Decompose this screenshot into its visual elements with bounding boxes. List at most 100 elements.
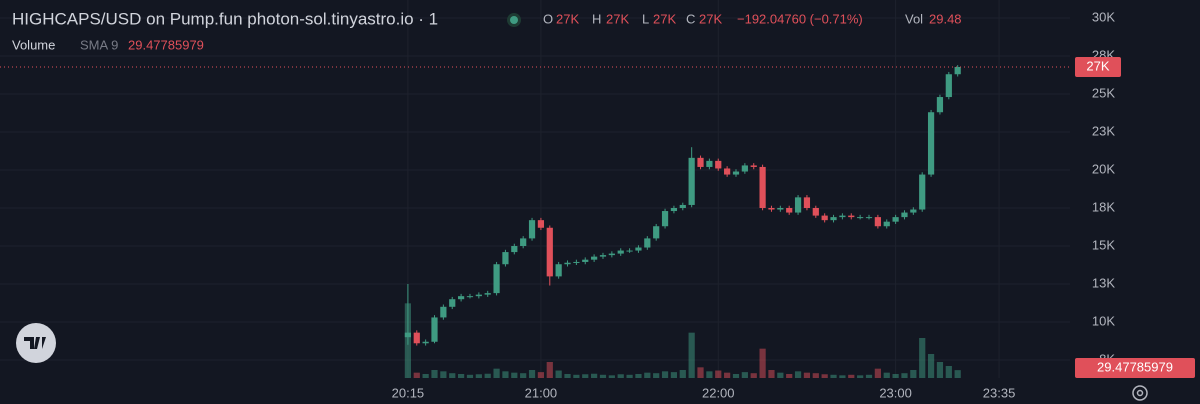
volume-bar: [688, 332, 695, 378]
logo-mark[interactable]: [24, 337, 46, 349]
ohlc-value: 27K: [556, 11, 579, 26]
sma-label: SMA 9: [80, 37, 118, 52]
volume-bar: [821, 374, 828, 378]
candle-body: [528, 220, 536, 239]
volume-bar: [679, 370, 686, 378]
candle-body: [715, 160, 722, 169]
candle-body: [502, 252, 509, 265]
vol-label: Vol: [905, 11, 923, 26]
sma-value: 29.47785979: [128, 37, 204, 52]
ohlc-value: 27K: [653, 11, 676, 26]
candle-body: [741, 165, 748, 172]
x-tick-label: 23:35: [983, 385, 1016, 400]
gear-center[interactable]: [1136, 389, 1144, 397]
candle-body: [466, 296, 474, 298]
candle-body: [786, 207, 793, 213]
candle-body: [857, 217, 864, 219]
candle-body: [697, 157, 704, 167]
candle-body: [688, 157, 695, 205]
volume-bar: [431, 370, 438, 378]
ohlc-label: L: [642, 11, 649, 26]
candles: [404, 65, 961, 346]
candle-body: [901, 212, 908, 218]
volume-pane: [404, 303, 961, 378]
volume-bar: [857, 375, 864, 378]
candle-body: [431, 317, 438, 342]
vol-value: 29.48: [929, 11, 962, 26]
volume-bar: [777, 372, 784, 378]
y-tick-label: 15K: [1092, 237, 1115, 252]
candle-body: [821, 215, 828, 221]
candle-body: [564, 262, 571, 265]
volume-bar: [661, 371, 669, 378]
x-tick-label: 21:00: [525, 385, 558, 400]
y-tick-label: 30K: [1092, 9, 1115, 24]
volume-bar: [608, 375, 615, 378]
volume-bar: [555, 370, 562, 378]
volume-bar: [475, 374, 482, 378]
candle-body: [848, 215, 855, 218]
volume-bar: [874, 368, 881, 378]
candle-body: [732, 171, 740, 175]
volume-bar: [493, 368, 500, 378]
volume-bar: [520, 373, 527, 378]
candle-body: [794, 197, 802, 213]
volume-bar: [458, 374, 465, 378]
y-tick-label: 23K: [1092, 123, 1115, 138]
candle-body: [724, 168, 731, 175]
candle-body: [582, 259, 589, 262]
volume-bar: [697, 367, 704, 378]
candle-body: [653, 226, 660, 239]
candle-body: [608, 253, 615, 256]
candle-body: [661, 211, 669, 227]
volume-bar: [511, 372, 518, 378]
candle-body: [626, 250, 633, 252]
candle-body: [591, 256, 598, 260]
volume-bar: [573, 374, 580, 378]
volume-label[interactable]: Volume: [12, 37, 55, 52]
volume-bar: [582, 374, 589, 378]
candle-body: [954, 67, 961, 75]
price-change: −192.04760 (−0.71%): [737, 11, 863, 26]
volume-bar: [936, 362, 944, 378]
ohlc-value: 27K: [699, 11, 722, 26]
volume-bar: [670, 372, 678, 378]
y-tick-label: 10K: [1092, 313, 1115, 328]
volume-bar: [449, 373, 456, 378]
candle-body: [413, 332, 420, 344]
ohlc-label: O: [543, 11, 553, 26]
candle-body: [537, 220, 545, 228]
volume-bar: [644, 372, 651, 378]
volume-bar: [954, 370, 961, 378]
volume-bar: [794, 371, 802, 378]
candle-body: [493, 264, 500, 294]
candle-body: [617, 250, 624, 254]
volume-bar: [741, 372, 748, 378]
symbol-title[interactable]: HIGHCAPS/USD on Pump.fun photon-sol.tiny…: [12, 9, 438, 28]
volume-bar: [839, 375, 846, 378]
candle-body: [812, 207, 819, 216]
candle-body: [883, 221, 890, 227]
logo[interactable]: [16, 323, 56, 363]
volume-bar: [546, 362, 553, 378]
candle-body: [404, 332, 412, 338]
gear[interactable]: [1132, 385, 1148, 401]
x-tick-label: 22:00: [702, 385, 735, 400]
candle-body: [670, 207, 678, 212]
volume-bar: [537, 372, 545, 378]
candle-body: [635, 247, 642, 251]
candle-body: [927, 112, 935, 175]
settings-icon[interactable]: [1132, 385, 1148, 401]
volume-bar: [927, 354, 935, 378]
candle-body: [484, 293, 491, 295]
volume-bar: [502, 371, 509, 378]
candle-body: [759, 166, 766, 208]
ohlc-label: H: [592, 11, 601, 26]
candle-body: [475, 294, 482, 297]
volume-bar: [724, 372, 731, 378]
candle-body: [511, 245, 518, 253]
volume-bar: [892, 374, 899, 378]
candle-body: [777, 207, 784, 210]
